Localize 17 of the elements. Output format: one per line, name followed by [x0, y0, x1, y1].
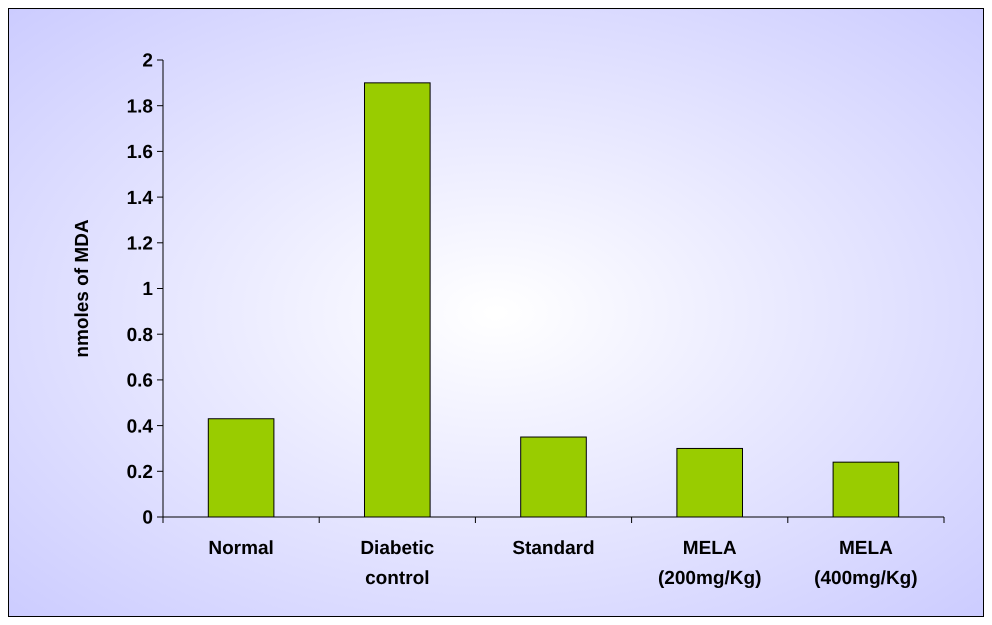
y-axis-title: nmoles of MDA — [72, 219, 93, 358]
y-tick-label: 0.8 — [126, 324, 153, 346]
y-tick-label: 1.6 — [126, 142, 153, 164]
x-tick-label: MELA (200mg/Kg) — [658, 538, 762, 589]
y-tick-label: 0.4 — [126, 416, 154, 438]
y-tick-label: 1.4 — [126, 188, 154, 209]
y-tick-label: 0 — [142, 508, 153, 529]
y-tick-label: 1.2 — [126, 233, 153, 254]
y-tick-label: 2 — [142, 50, 153, 72]
x-tick-label: MELA (400mg/Kg) — [814, 538, 918, 589]
x-tick-label: Normal — [208, 538, 274, 559]
y-tick-label: 0.6 — [126, 370, 153, 392]
y-tick-label: 1 — [142, 279, 154, 300]
y-tick-label: 0.2 — [126, 462, 153, 483]
y-tick-label: 1.8 — [126, 96, 153, 118]
x-tick-label: Diabetic control — [360, 538, 435, 589]
x-tick-label: Standard — [512, 538, 595, 559]
